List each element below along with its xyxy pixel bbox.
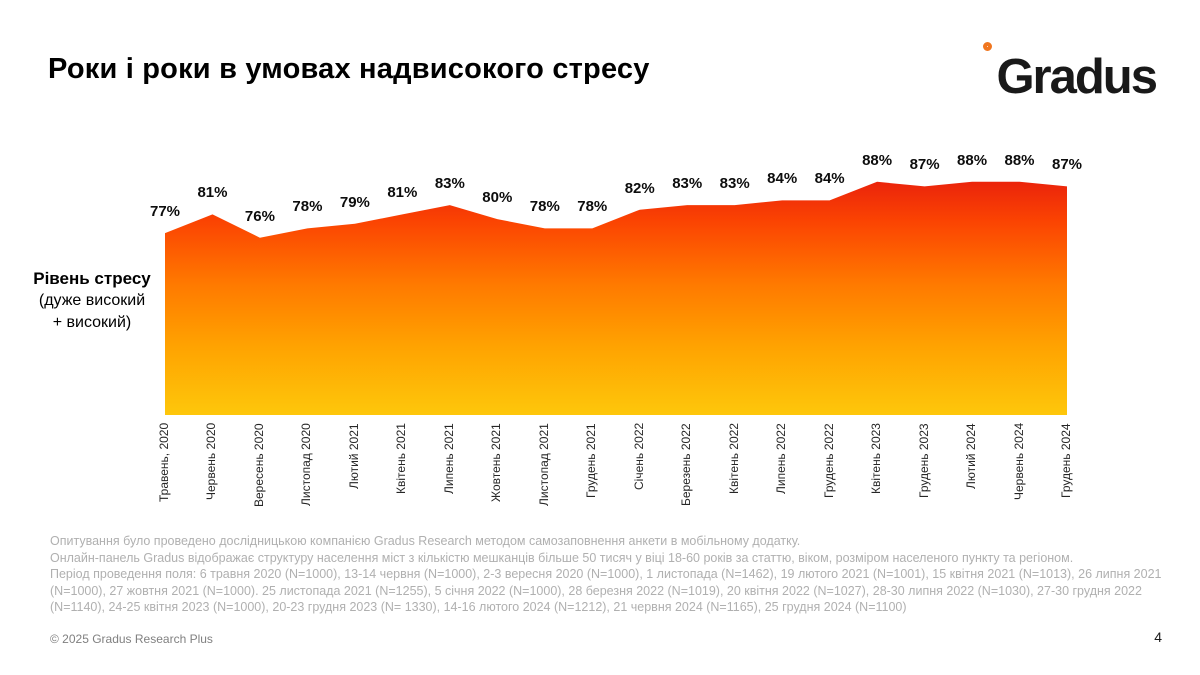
value-label: 88% [1004, 151, 1035, 169]
x-axis-label: Грудень 2022 [821, 423, 836, 498]
copyright: © 2025 Gradus Research Plus [50, 632, 213, 646]
value-label: 78% [529, 198, 560, 216]
x-axis-label: Лютий 2024 [964, 423, 979, 489]
x-axis-label: Грудень 2023 [916, 423, 931, 498]
footnotes: Опитування було проведено дослідницькою … [50, 533, 1162, 616]
value-label: 83% [434, 175, 465, 193]
value-label: 77% [149, 203, 181, 221]
x-axis-label: Квітень 2022 [726, 423, 741, 494]
footnote-line: Опитування було проведено дослідницькою … [50, 534, 801, 548]
x-axis-label: Лютий 2021 [346, 423, 361, 489]
value-label: 88% [957, 151, 988, 169]
x-axis-label: Квітень 2021 [394, 423, 409, 494]
value-label: 83% [719, 175, 750, 193]
footnote-line: (N=1140), 24-25 квітня 2023 (N=1000), 20… [50, 600, 907, 615]
footnote-line: Період проведення поля: 6 травня 2020 (N… [50, 567, 1162, 582]
x-axis-label: Грудень 2024 [1059, 423, 1073, 498]
gradus-logo-text: Gradus [996, 50, 1158, 104]
page-title: Роки і роки в умовах надвисокого стресу [48, 53, 650, 85]
x-axis-label: Липень 2022 [774, 423, 789, 494]
area-series [165, 181, 1067, 415]
x-axis-label: Травень, 2020 [157, 423, 171, 503]
x-axis-label: Червень 2020 [204, 423, 219, 501]
series-label-line3: + високий) [52, 313, 132, 331]
x-axis-label: Березень 2022 [679, 423, 694, 506]
footnote-line: Онлайн-панель Gradus відображає структур… [50, 550, 1074, 565]
x-axis-label: Листопад 2021 [536, 423, 551, 506]
footnote-line: (N=1000), 27 жовтня 2021 (N=1000). 25 ли… [50, 583, 1142, 598]
value-label: 87% [1051, 156, 1083, 174]
x-axis-label: Вересень 2020 [251, 423, 266, 507]
gradus-degree-icon [983, 42, 993, 51]
x-axis-label: Червень 2024 [1011, 423, 1026, 501]
series-label-line2: (дуже високий [38, 292, 146, 310]
value-label: 83% [672, 175, 703, 193]
x-axis-label: Листопад 2020 [299, 423, 314, 506]
value-label: 81% [197, 184, 228, 202]
series-label-line1: Рівень стресу [33, 269, 151, 288]
x-axis-label: Січень 2022 [631, 423, 646, 491]
value-label: 82% [624, 179, 655, 197]
series-label: Рівень стресу (дуже високий + високий) [24, 268, 160, 333]
value-label: 78% [577, 198, 608, 216]
gradus-logo: Gradus [983, 38, 1158, 108]
value-label: 81% [387, 184, 418, 202]
stress-area-chart [165, 181, 1067, 415]
value-label: 78% [292, 198, 323, 216]
value-label: 87% [909, 156, 940, 174]
value-label: 84% [814, 170, 845, 188]
x-axis-label: Жовтень 2021 [489, 423, 504, 502]
value-label: 84% [767, 170, 798, 188]
page-number: 4 [1154, 629, 1162, 645]
value-label: 80% [482, 189, 513, 207]
value-label: 79% [339, 193, 370, 211]
value-label: 88% [862, 151, 893, 169]
x-axis-label: Липень 2021 [441, 423, 456, 494]
value-label: 76% [244, 207, 275, 225]
x-axis-label: Квітень 2023 [869, 423, 884, 494]
x-axis-label: Грудень 2021 [584, 423, 599, 498]
